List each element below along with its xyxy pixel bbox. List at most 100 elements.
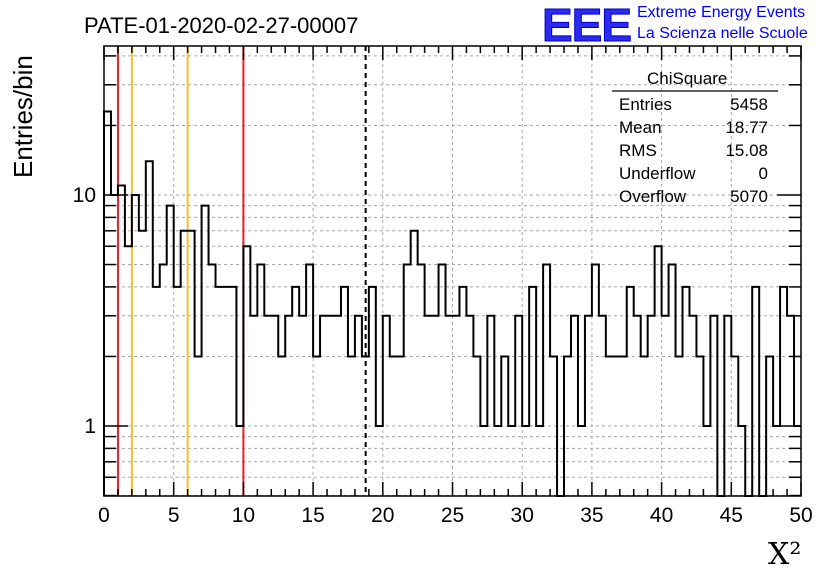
histogram-bin: [466, 316, 473, 496]
histogram-bin: [487, 316, 494, 496]
histogram-bin: [634, 316, 641, 496]
histogram-bin: [606, 356, 613, 496]
histogram-bin: [160, 265, 167, 496]
histogram-bin: [202, 206, 209, 496]
y-tick-label: 10: [73, 184, 96, 207]
histogram-bin: [320, 316, 327, 496]
histogram-bin: [292, 287, 299, 496]
stats-title: ChiSquare: [647, 69, 727, 88]
stats-box: ChiSquare Entries 5458 Mean 18.77 RMS 15.08 Un…: [612, 69, 778, 206]
histogram-bin: [724, 316, 731, 496]
x-tick-label: 35: [580, 504, 603, 527]
histogram-bin: [397, 356, 404, 496]
histogram-bin: [578, 426, 585, 496]
histogram-bin: [153, 287, 160, 496]
x-tick-label: 5: [168, 504, 180, 527]
logo-line-1: Extreme Energy Events: [637, 4, 805, 21]
histogram-bin: [285, 316, 292, 496]
histogram-bin: [146, 161, 153, 496]
histogram-bin: [195, 356, 202, 496]
logo-text: EEE: [542, 0, 631, 51]
histogram-bin: [383, 316, 390, 496]
histogram-bin: [369, 287, 376, 496]
histogram-bin: [473, 356, 480, 496]
histogram-bin: [669, 265, 676, 496]
histogram-bin: [564, 356, 571, 496]
histogram-bin: [111, 195, 118, 496]
histogram-series: [103, 110, 801, 497]
x-tick-label: 0: [98, 504, 110, 527]
eee-logo: EEE Extreme Energy Events La Scienza nel…: [542, 0, 808, 52]
x-axis-label: X²: [768, 537, 801, 572]
histogram-bin: [132, 195, 139, 496]
stats-value: 5070: [730, 187, 768, 206]
histogram-bin: [536, 426, 543, 496]
histogram-bin: [508, 426, 515, 496]
histogram-bin: [627, 287, 634, 496]
x-tick-label: 25: [441, 504, 464, 527]
histogram-bin: [188, 231, 195, 496]
x-tick-labels: 0 5 10 15 20 25 30 35 40 45 50: [98, 504, 813, 527]
histogram-bin: [446, 316, 453, 496]
histogram-bin: [731, 356, 738, 496]
histogram-bin: [139, 231, 146, 496]
stats-label: Underflow: [619, 164, 696, 183]
histogram-bin: [592, 265, 599, 496]
histogram-bin: [118, 185, 125, 496]
histogram-bin: [167, 206, 174, 496]
histogram-bin: [515, 316, 522, 496]
histogram-bin: [773, 426, 780, 496]
histogram-bin: [236, 426, 243, 496]
y-axis-label: Entries/bin: [8, 55, 38, 178]
histogram-bin: [229, 287, 236, 496]
histogram-bin: [662, 316, 669, 496]
histogram-bin: [494, 426, 501, 496]
histogram-bin: [271, 316, 278, 496]
chart-title: PATE-01-2020-02-27-00007: [84, 13, 358, 38]
y-tick-label: 1: [84, 415, 96, 438]
stats-value: 18.77: [725, 118, 768, 137]
stats-label: Mean: [619, 118, 662, 137]
histogram-bin: [174, 287, 181, 496]
histogram-bin: [264, 316, 271, 496]
histogram-bin: [376, 426, 383, 496]
x-tick-label: 45: [720, 504, 743, 527]
histogram-bin: [439, 265, 446, 496]
histogram-bin: [480, 426, 487, 496]
histogram-bin: [250, 316, 257, 496]
stats-label: RMS: [619, 141, 657, 160]
x-tick-label: 10: [232, 504, 255, 527]
stats-rows: Entries 5458 Mean 18.77 RMS 15.08 Underflow 0 Ov…: [619, 95, 768, 206]
histogram-bin: [432, 316, 439, 496]
histogram-bin: [418, 265, 425, 496]
histogram-bin: [710, 316, 717, 496]
histogram-bin: [787, 316, 794, 496]
stats-label: Entries: [619, 95, 672, 114]
histogram-bin: [341, 287, 348, 496]
stats-value: 0: [759, 164, 768, 183]
histogram-bin: [683, 287, 690, 496]
histogram-bin: [613, 356, 620, 496]
histogram-bin: [689, 316, 696, 496]
x-tick-label: 20: [371, 504, 394, 527]
histogram-bin: [216, 287, 223, 496]
histogram-bin: [299, 316, 306, 496]
histogram-bin: [648, 316, 655, 496]
stats-label: Overflow: [619, 187, 687, 206]
histogram-bin: [355, 316, 362, 496]
histogram-bin: [209, 265, 216, 496]
histogram-bin: [522, 426, 529, 496]
histogram-bin: [453, 316, 460, 496]
y-tick-labels: 1 10: [73, 184, 96, 438]
histogram-bin: [313, 356, 320, 496]
histogram-bin: [599, 316, 606, 496]
histogram-bin: [222, 287, 229, 496]
x-tick-label: 50: [789, 504, 812, 527]
x-tick-label: 30: [511, 504, 534, 527]
histogram-bin: [585, 316, 592, 496]
x-tick-label: 40: [650, 504, 673, 527]
histogram-bin: [543, 265, 550, 496]
x-tick-label: 15: [301, 504, 324, 527]
